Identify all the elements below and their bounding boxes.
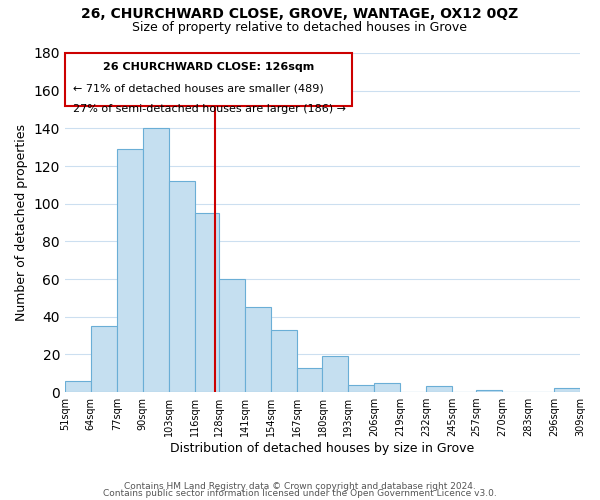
Bar bbox=[143, 128, 169, 392]
Text: Size of property relative to detached houses in Grove: Size of property relative to detached ho… bbox=[133, 21, 467, 34]
Bar bbox=[65, 381, 91, 392]
Bar bbox=[296, 368, 322, 392]
Y-axis label: Number of detached properties: Number of detached properties bbox=[15, 124, 28, 321]
Bar bbox=[91, 326, 117, 392]
Bar bbox=[374, 382, 400, 392]
Text: Contains HM Land Registry data © Crown copyright and database right 2024.: Contains HM Land Registry data © Crown c… bbox=[124, 482, 476, 491]
Bar bbox=[245, 308, 271, 392]
Text: Contains public sector information licensed under the Open Government Licence v3: Contains public sector information licen… bbox=[103, 490, 497, 498]
Text: 26 CHURCHWARD CLOSE: 126sqm: 26 CHURCHWARD CLOSE: 126sqm bbox=[103, 62, 314, 72]
Bar bbox=[271, 330, 296, 392]
Bar bbox=[322, 356, 349, 392]
Bar bbox=[218, 279, 245, 392]
Bar bbox=[476, 390, 502, 392]
Bar bbox=[117, 149, 143, 392]
Text: 27% of semi-detached houses are larger (186) →: 27% of semi-detached houses are larger (… bbox=[73, 104, 346, 114]
Bar bbox=[554, 388, 580, 392]
Bar bbox=[349, 384, 374, 392]
Bar bbox=[426, 386, 452, 392]
Text: 26, CHURCHWARD CLOSE, GROVE, WANTAGE, OX12 0QZ: 26, CHURCHWARD CLOSE, GROVE, WANTAGE, OX… bbox=[82, 8, 518, 22]
Bar bbox=[169, 181, 194, 392]
Bar bbox=[194, 213, 218, 392]
Text: ← 71% of detached houses are smaller (489): ← 71% of detached houses are smaller (48… bbox=[73, 83, 323, 93]
X-axis label: Distribution of detached houses by size in Grove: Distribution of detached houses by size … bbox=[170, 442, 475, 455]
Bar bbox=[65, 53, 352, 106]
